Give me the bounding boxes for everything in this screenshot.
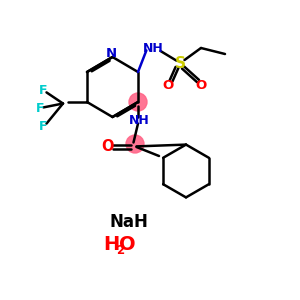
Circle shape	[126, 135, 144, 153]
Text: S: S	[175, 56, 185, 70]
Text: N: N	[105, 47, 117, 61]
Text: H: H	[103, 235, 119, 254]
Text: 2: 2	[116, 244, 124, 257]
Text: NH: NH	[142, 41, 164, 55]
Circle shape	[129, 93, 147, 111]
Text: O: O	[162, 79, 174, 92]
Text: NH: NH	[129, 114, 150, 127]
Text: F: F	[36, 101, 45, 115]
Text: O: O	[195, 79, 207, 92]
Text: F: F	[39, 119, 48, 133]
Text: NaH: NaH	[110, 213, 148, 231]
Text: F: F	[39, 83, 48, 97]
Text: O: O	[119, 235, 136, 254]
Text: O: O	[101, 139, 114, 154]
